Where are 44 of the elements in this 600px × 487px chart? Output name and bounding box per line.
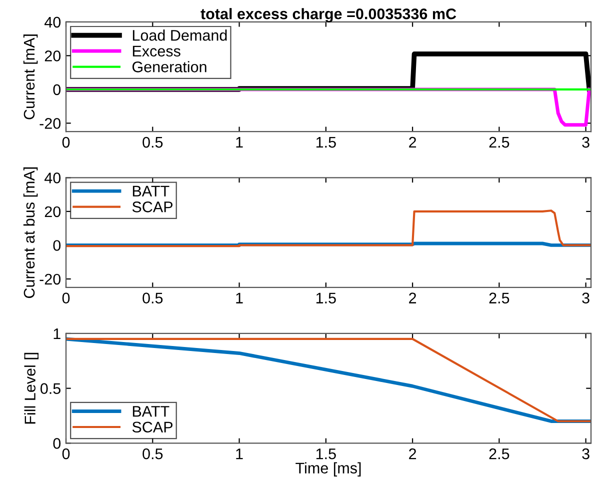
y-axis-title: Current [mA] [23,34,38,120]
x-tick-label: 2 [409,136,416,148]
x-tick-label: 0 [62,136,70,148]
x-tick-label: 3 [582,448,590,460]
y-tick-label: 0 [53,84,61,96]
x-tick-label: 1.5 [316,292,336,304]
legend-label: Excess [132,46,180,57]
legend-label: SCAP [132,422,172,433]
legend-label: BATT [132,406,170,417]
y-tick-label: 0 [53,438,61,449]
y-tick-label: 20 [44,206,61,218]
x-tick-label: 2.5 [489,136,510,148]
y-tick-label: 1 [54,328,60,340]
x-tick-label: 2 [409,448,416,460]
x-tick-label: 1 [236,292,243,304]
x-tick-label: 2 [409,292,416,304]
y-axis-title: Fill Level [] [24,352,39,424]
x-axis-title: Time [ms] [296,462,361,477]
y-tick-label: 40 [44,172,61,184]
y-tick-label: -20 [40,118,61,129]
x-tick-label: 0 [62,292,70,304]
y-axis-title: Current at bus [mA] [23,167,38,298]
legend-label: Load Demand [132,30,227,41]
x-tick-label: 0.5 [142,292,163,304]
y-tick-label: -20 [40,274,61,285]
x-tick-label: 0.5 [142,136,163,148]
x-tick-label: 3 [582,136,590,148]
x-tick-label: 2.5 [489,448,510,460]
x-tick-label: 1.5 [316,137,336,148]
x-tick-label: 2.5 [489,292,510,304]
x-tick-label: 0.5 [142,448,163,460]
y-tick-label: 0.5 [40,383,60,394]
y-tick-label: 40 [44,16,61,28]
x-tick-label: 3 [582,292,590,304]
legend-label: Generation [132,61,206,72]
x-tick-label: 0 [62,448,70,460]
legend-label: SCAP [132,202,172,212]
x-tick-label: 1 [236,137,243,148]
x-tick-label: 1 [236,448,243,460]
legend-label: BATT [132,186,170,196]
y-tick-label: 20 [44,50,61,62]
x-tick-label: 1.5 [316,448,336,460]
chart-title: total excess charge =0.0035336 mC [200,8,456,22]
y-tick-label: 0 [53,240,61,251]
